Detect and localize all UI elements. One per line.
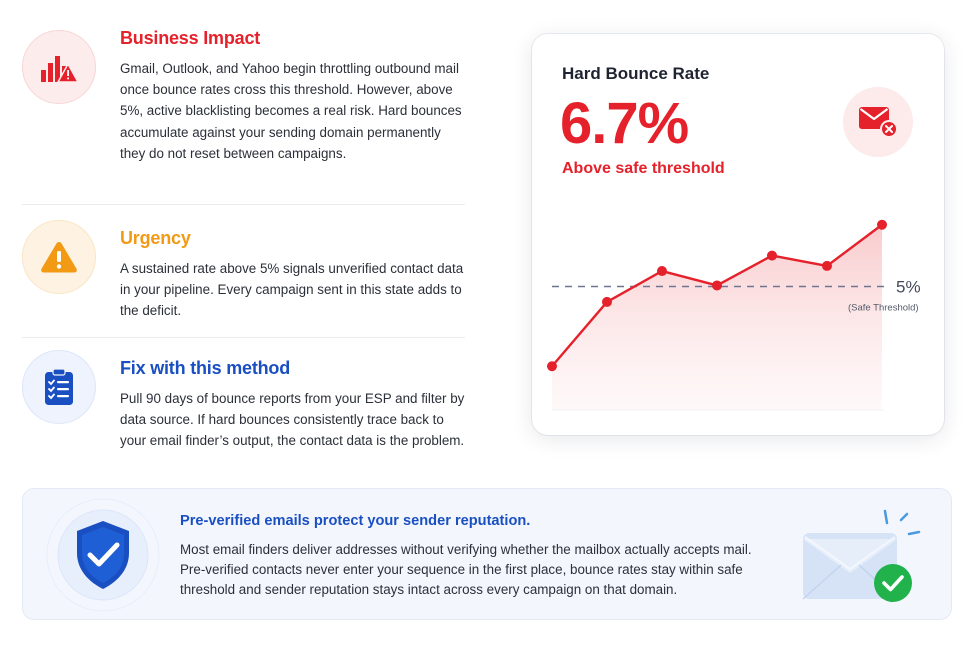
data-point-2	[602, 296, 612, 307]
data-point-1	[547, 361, 557, 372]
section-urgency: Urgency A sustained rate above 5% signal…	[22, 218, 465, 328]
data-point-3	[657, 266, 667, 277]
divider	[22, 204, 465, 205]
divider	[22, 337, 465, 338]
mail-error-icon	[843, 87, 913, 157]
section-title: Fix with this method	[120, 358, 290, 378]
chart-area-fill	[552, 224, 882, 410]
data-point-4	[712, 280, 722, 291]
metric-card: Hard Bounce Rate 6.7% Above safe thresho…	[532, 34, 944, 435]
section-body: Pull 90 days of bounce reports from your…	[120, 391, 465, 449]
data-point-7	[877, 219, 887, 230]
data-point-6	[822, 260, 832, 271]
warning-triangle-icon	[22, 220, 96, 294]
metric-label: Hard Bounce Rate	[562, 64, 710, 83]
shield-check-icon	[45, 497, 161, 618]
section-fix-method: Fix with this method Pull 90 days of bou…	[22, 350, 465, 475]
envelope-verified-icon	[793, 503, 943, 613]
metric-value: 6.7%	[560, 91, 689, 156]
clipboard-checklist-icon	[22, 350, 96, 424]
bounce-rate-chart: 5% (Safe Threshold)	[547, 219, 921, 411]
section-body: A sustained rate above 5% signals unveri…	[120, 261, 464, 319]
threshold-label: 5%	[896, 277, 921, 296]
data-point-5	[767, 250, 777, 261]
metric-status: Above safe threshold	[562, 160, 725, 177]
banner-body: Most email finders deliver addresses wit…	[180, 542, 752, 598]
section-body: Gmail, Outlook, and Yahoo begin throttli…	[120, 61, 462, 161]
banner-title: Pre-verified emails protect your sender …	[180, 513, 531, 529]
bar-chart-warning-icon	[22, 30, 96, 104]
threshold-sublabel: (Safe Threshold)	[848, 302, 919, 313]
section-title: Urgency	[120, 228, 191, 248]
fix-method-text: Fix with this method Pull 90 days of bou…	[120, 358, 465, 452]
urgency-text: Urgency A sustained rate above 5% signal…	[120, 228, 465, 322]
section-title: Business Impact	[120, 28, 261, 48]
business-impact-text: Business Impact Gmail, Outlook, and Yaho…	[120, 28, 465, 164]
section-business-impact: Business Impact Gmail, Outlook, and Yaho…	[22, 28, 465, 198]
data-points	[547, 219, 887, 372]
reputation-banner: Pre-verified emails protect your sender …	[22, 488, 952, 620]
